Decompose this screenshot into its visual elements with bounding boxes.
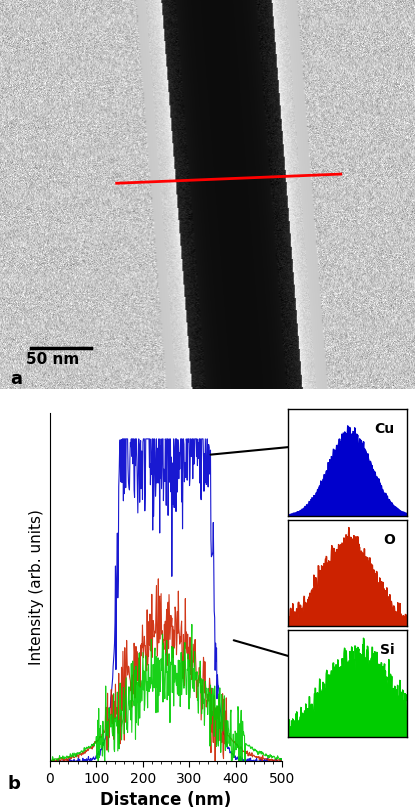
- Text: b: b: [8, 775, 21, 793]
- Text: Cu: Cu: [375, 422, 395, 436]
- Text: Si: Si: [380, 643, 395, 657]
- Y-axis label: Intensity (arb. units): Intensity (arb. units): [29, 509, 44, 665]
- X-axis label: Distance (nm): Distance (nm): [100, 791, 232, 809]
- Text: O: O: [383, 532, 395, 547]
- Text: a: a: [10, 370, 22, 388]
- Text: 50 nm: 50 nm: [25, 352, 79, 367]
